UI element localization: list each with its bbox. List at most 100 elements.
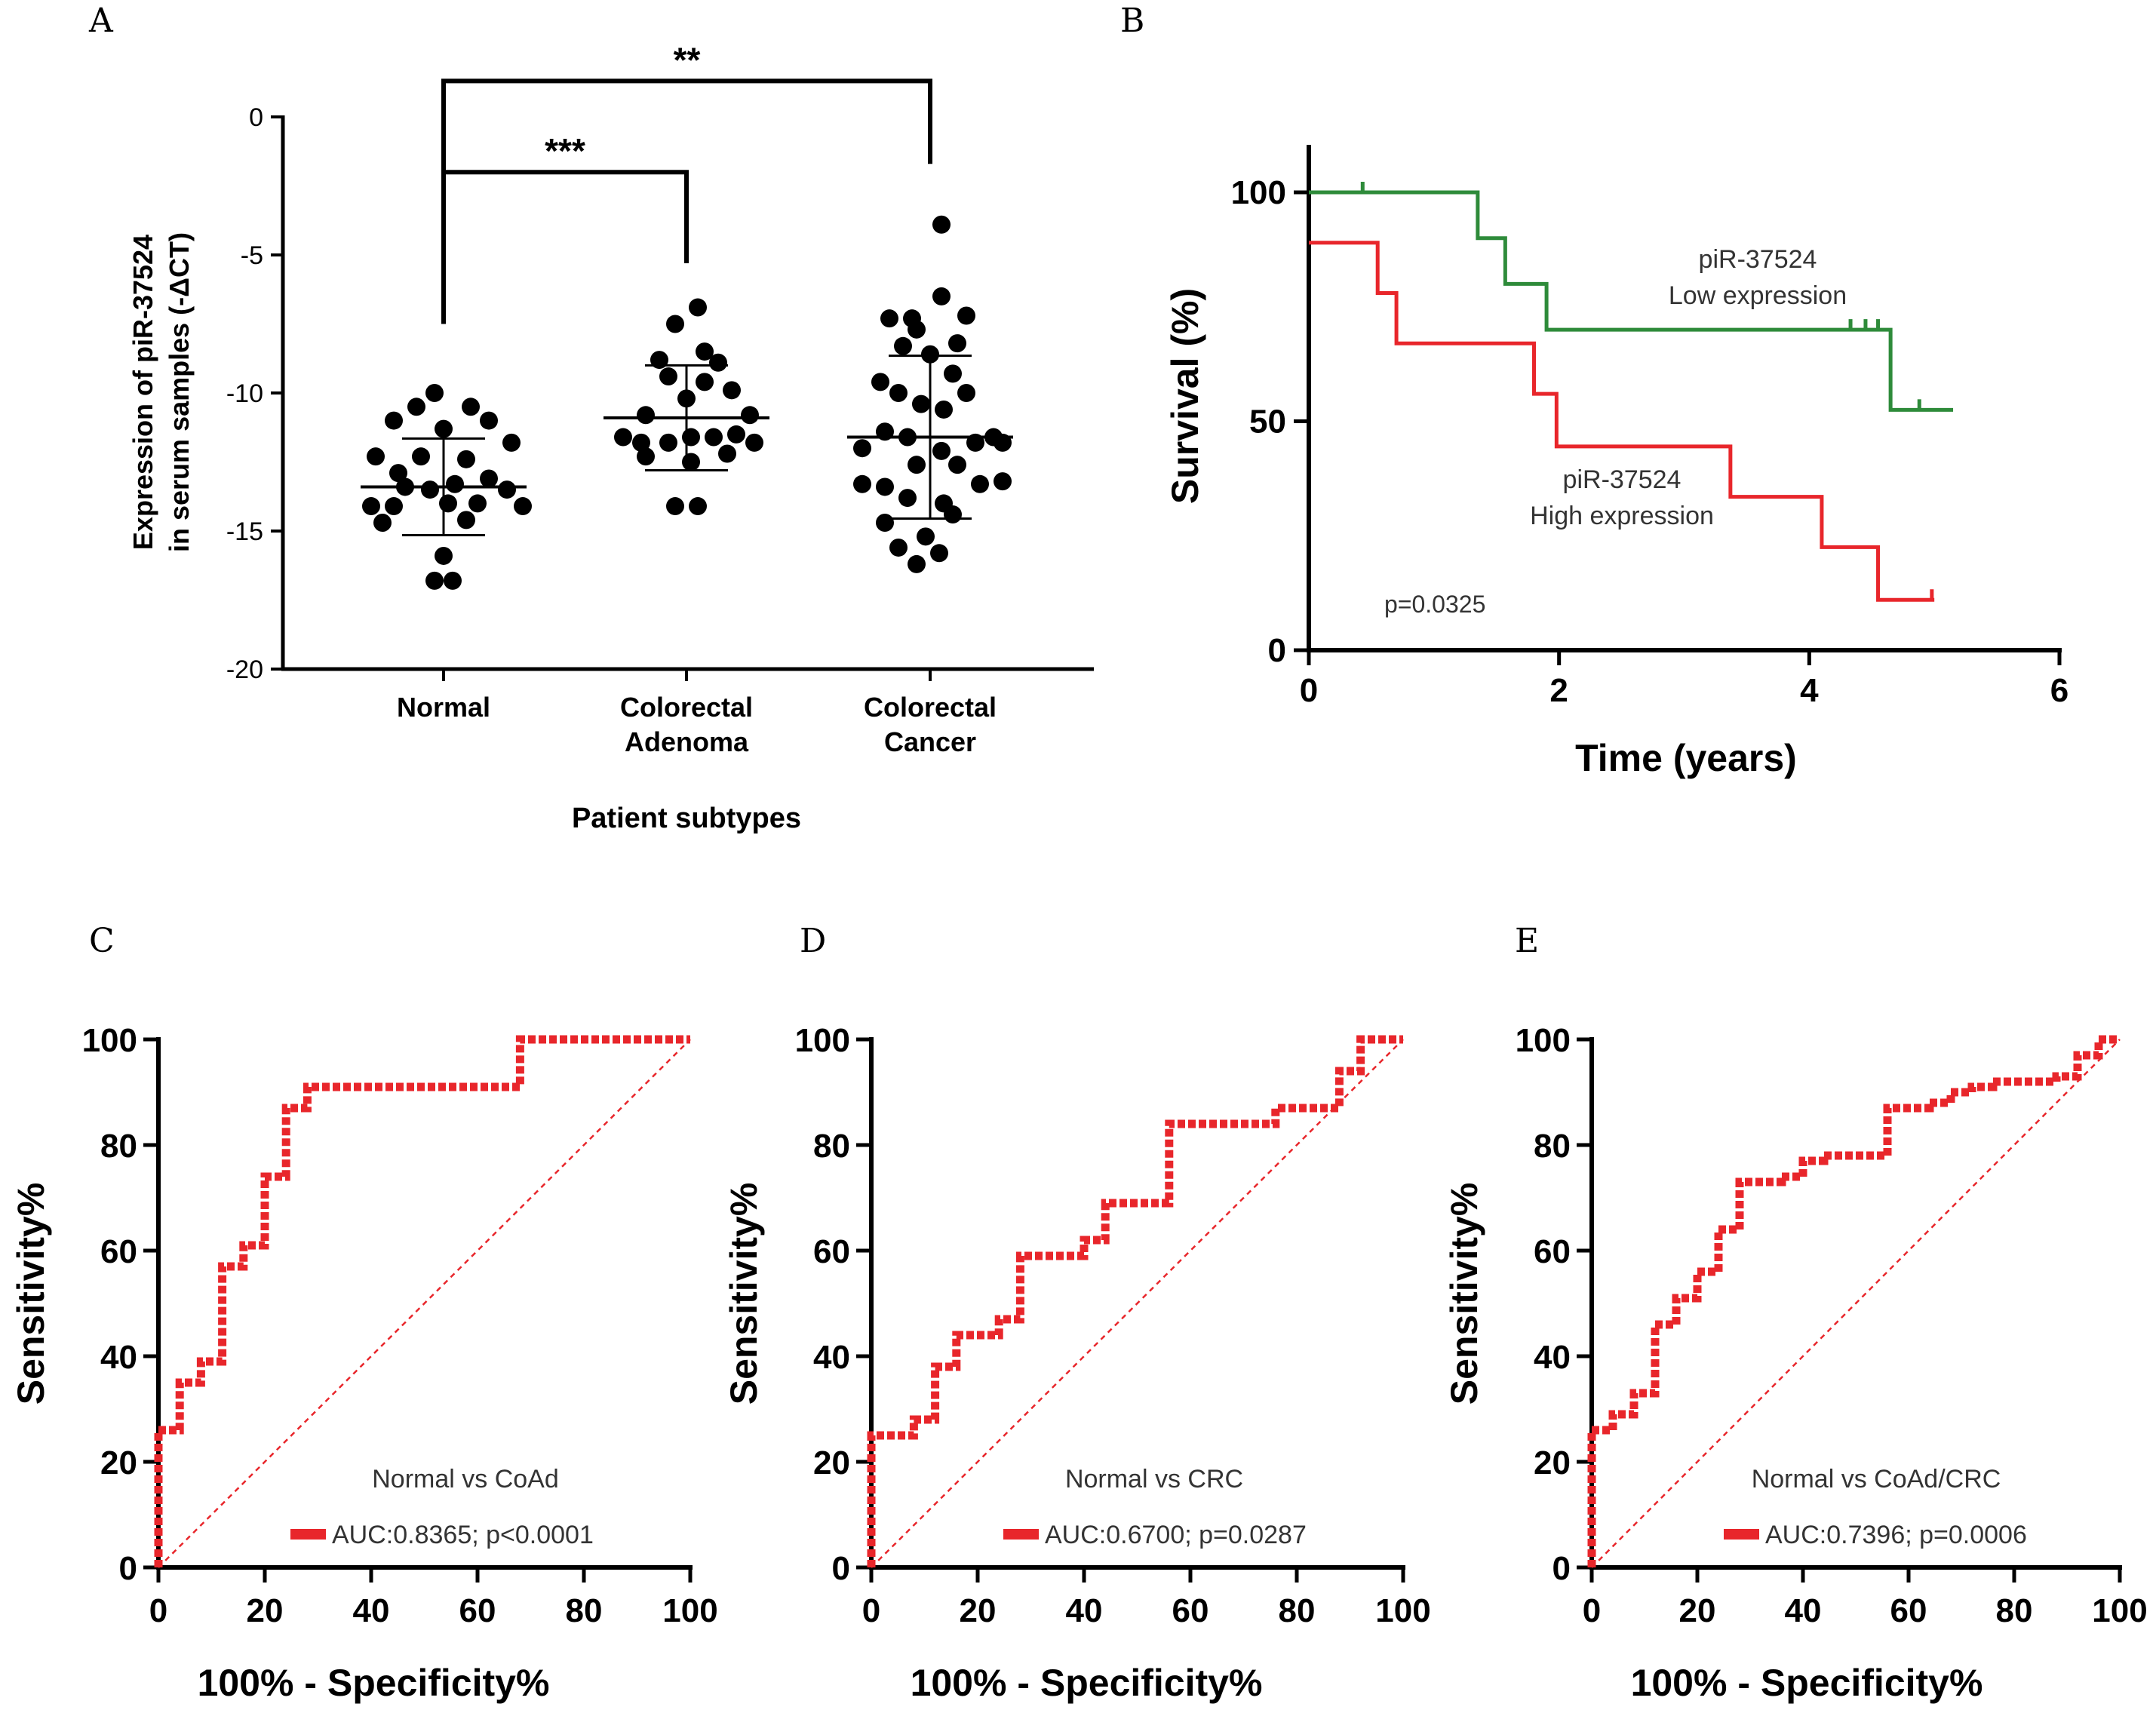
panel-label-d: D	[800, 922, 826, 960]
panel-c-y-tick-label: 0	[119, 1550, 137, 1587]
panel-e-roc-line	[1587, 1035, 2120, 1567]
panel-a-data-point	[853, 439, 871, 458]
panel-e-y-axis-title: Sensitivity%	[1443, 1183, 1485, 1405]
panel-a-data-point	[659, 367, 677, 386]
panel-a-category-label: Colorectal	[864, 692, 997, 723]
panel-a-data-point	[444, 571, 462, 590]
panel-c-roc-line	[154, 1035, 690, 1567]
panel-a-data-point	[457, 450, 475, 468]
panel-a-data-point	[502, 433, 521, 452]
panel-a-data-point	[457, 511, 475, 530]
panel-a-data-point	[498, 480, 516, 499]
panel-a-x-axis-title: Patient subtypes	[572, 803, 801, 834]
panel-a-data-point	[709, 353, 727, 372]
panel-a-data-point	[439, 494, 457, 513]
panel-a-data-point	[944, 505, 962, 524]
panel-a-y-tick-label: -10	[226, 379, 263, 408]
panel-a-data-point	[948, 456, 966, 474]
panel-d-y-tick-label: 60	[813, 1233, 850, 1270]
panel-a-data-point	[446, 474, 464, 493]
panel-a-data-point	[385, 411, 403, 430]
panel-a-data-point	[932, 287, 951, 305]
panel-a-data-point	[614, 428, 632, 447]
panel-a-data-point	[871, 373, 889, 391]
panel-c-y-axis-title: Sensitivity%	[10, 1183, 52, 1405]
panel-c-reference-diagonal	[158, 1039, 691, 1568]
panel-a-data-point	[921, 345, 939, 364]
panel-d-y-tick-label: 80	[813, 1128, 850, 1165]
panel-d-roc-curve	[867, 1035, 1404, 1568]
panel-e-x-tick-label: 40	[1785, 1592, 1822, 1629]
panel-e-x-tick-label: 60	[1890, 1592, 1927, 1629]
panel-a-data-point	[971, 474, 989, 493]
panel-a-data-point	[367, 447, 385, 466]
panel-a-data-point	[723, 381, 741, 400]
panel-d-x-tick-label: 80	[1279, 1592, 1316, 1629]
panel-a-y-tick-label: -5	[241, 241, 263, 270]
panel-b-x-axis-title: Time (years)	[1575, 737, 1797, 779]
panel-a-category-label: Adenoma	[625, 726, 749, 757]
panel-d-x-tick-label: 40	[1066, 1592, 1103, 1629]
panel-b-ticks: 0 50 100 0 2 4 6	[1231, 174, 2069, 709]
panel-d-y-tick-label: 40	[813, 1339, 850, 1376]
panel-a-data-point	[948, 334, 966, 353]
panel-a-data-point	[435, 546, 453, 565]
panel-a-data-point	[412, 447, 430, 466]
panel-e-x-tick-label: 20	[1679, 1592, 1716, 1629]
panel-a-data-point	[944, 364, 962, 383]
panel-a-data-point	[362, 497, 380, 516]
panel-a-data-point	[908, 320, 926, 339]
panel-b-survival-curves	[1309, 182, 1954, 602]
panel-e-ticks: 0 20 40 60 80 100 0 20 40 60 80 100	[1516, 1022, 2148, 1629]
panel-a-data-point	[696, 373, 714, 391]
panel-a-y-axis-title-line2: in serum samples (-ΔCT)	[164, 232, 195, 552]
panel-c-comparison-label: Normal vs CoAd	[372, 1465, 559, 1494]
panel-a-category-label: Cancer	[884, 726, 976, 757]
panel-a-bracket	[441, 78, 932, 324]
panel-a-data-point	[912, 394, 930, 413]
panel-c-x-tick-label: 0	[149, 1592, 167, 1629]
panel-b-y-axis-title: Survival (%)	[1164, 288, 1206, 504]
panel-e-y-tick-label: 100	[1516, 1022, 1571, 1059]
panel-d-y-axis-title: Sensitivity%	[723, 1183, 765, 1405]
panel-a-y-tick-label: -20	[226, 655, 263, 684]
panel-a-data-point	[745, 433, 763, 452]
panel-a-category-label: Normal	[397, 692, 490, 723]
panel-b-y-tick-label: 0	[1268, 632, 1286, 669]
panel-a-data-point	[957, 384, 975, 402]
panel-a-data-point	[696, 342, 714, 361]
panel-a-mean-sd-bars	[361, 355, 1013, 536]
panel-b-x-tick-label: 0	[1300, 672, 1318, 709]
panel-c-x-axis-title: 100% - Specificity%	[198, 1662, 550, 1704]
panel-d-roc-chart: 0 20 40 60 80 100 0 20 40 60 80 100 Normal vs CRC A…	[723, 1022, 1431, 1704]
panel-a-significance-brackets: *****	[441, 40, 932, 324]
panel-e-y-tick-label: 0	[1553, 1550, 1571, 1587]
panel-a-data-point	[637, 447, 655, 466]
panel-e-roc-chart: 0 20 40 60 80 100 0 20 40 60 80 100 Normal vs CoAd/…	[1443, 1022, 2148, 1704]
panel-d-x-tick-label: 0	[862, 1592, 880, 1629]
panel-c-y-tick-label: 100	[82, 1022, 137, 1059]
panel-a-data-point	[637, 406, 655, 425]
panel-e-roc-curve	[1587, 1035, 2121, 1568]
panel-e-comparison-label: Normal vs CoAd/CRC	[1752, 1465, 2001, 1494]
panel-d-y-tick-label: 0	[832, 1550, 850, 1587]
panel-a-data-point	[908, 456, 926, 474]
panel-b-low-expression-label-line2: Low expression	[1669, 281, 1847, 310]
panel-a-data-point	[682, 453, 700, 471]
panel-c-y-tick-label: 20	[100, 1444, 137, 1481]
panel-d-y-tick-label: 20	[813, 1444, 850, 1481]
panel-a-data-point	[435, 419, 453, 438]
panel-b-p-value: p=0.0325	[1384, 591, 1485, 618]
panel-c-x-tick-label: 20	[247, 1592, 284, 1629]
panel-a-data-point	[932, 441, 951, 460]
panel-b-curve-red	[1309, 241, 1935, 602]
panel-e-y-tick-label: 60	[1534, 1233, 1571, 1270]
panel-a-data-point	[480, 469, 498, 488]
panel-a-data-point	[705, 428, 723, 447]
panel-d-y-tick-label: 100	[795, 1022, 850, 1059]
panel-label-c: C	[89, 922, 115, 960]
panel-a-data-point	[666, 315, 684, 333]
